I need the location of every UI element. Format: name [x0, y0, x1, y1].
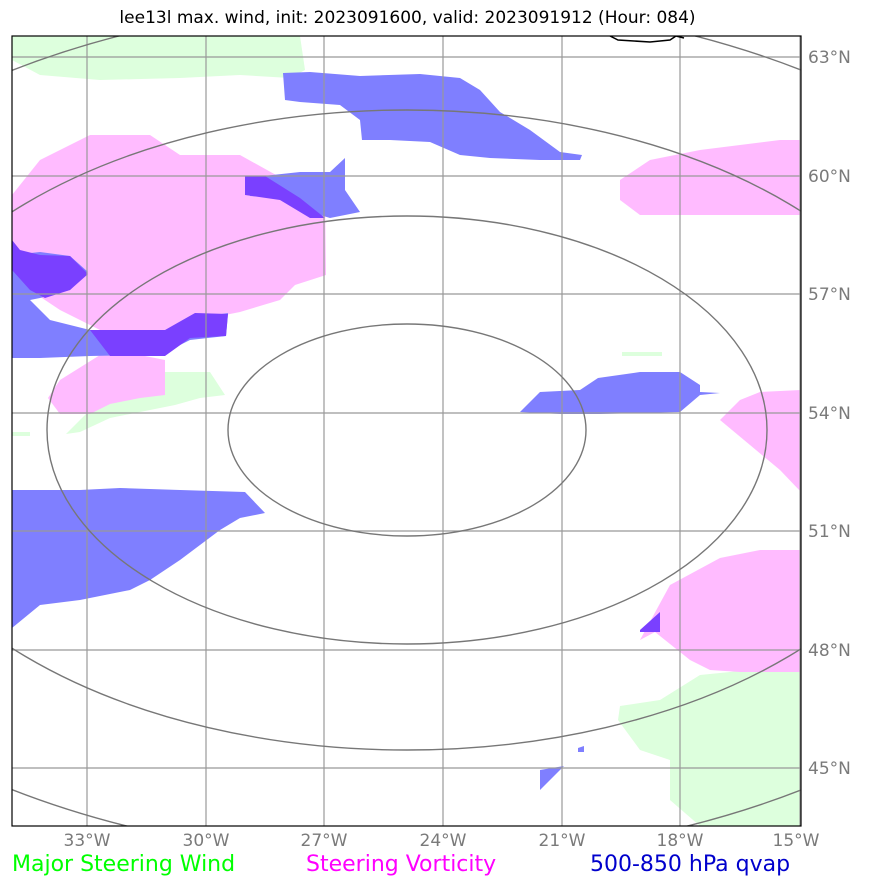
lon-label: 30°W: [183, 831, 230, 851]
vorticity-area-southeast: [640, 550, 801, 672]
lon-label: 15°W: [773, 831, 820, 851]
qvap-area-south-dot: [540, 766, 564, 790]
wind-area-east-sliver: [622, 352, 662, 356]
lat-label: 54°N: [808, 404, 851, 424]
lat-label: 60°N: [808, 167, 851, 187]
overlap-areas: [12, 176, 660, 632]
lat-label: 63°N: [808, 48, 851, 68]
range-rings: [12, 36, 801, 826]
latitude-labels: 63°N 60°N 57°N 54°N 51°N 48°N 45°N: [808, 48, 851, 779]
wind-area-southeast: [618, 670, 801, 826]
gridlines: [12, 36, 801, 826]
qvap-area-northwest: [245, 158, 360, 218]
lat-label: 57°N: [808, 285, 851, 305]
lon-label: 21°W: [539, 831, 586, 851]
wind-area-north: [12, 36, 305, 80]
lon-label: 27°W: [301, 831, 348, 851]
overlap-area-west-lower: [90, 313, 228, 356]
lon-label: 18°W: [657, 831, 704, 851]
chart-title: lee13l max. wind, init: 2023091600, vali…: [119, 8, 696, 28]
coastline: [609, 36, 685, 43]
legend-qvap: 500-850 hPa qvap: [590, 852, 791, 877]
wind-area-mid-small: [12, 432, 30, 436]
vorticity-area-east: [720, 390, 801, 492]
range-ring-middle: [46, 215, 768, 645]
qvap-area-south-speck: [578, 746, 584, 752]
legend-steering-wind: Major Steering Wind: [12, 852, 236, 877]
lat-label: 48°N: [808, 641, 851, 661]
qvap-area-east: [520, 372, 720, 414]
range-ring-outer: [12, 109, 801, 751]
lat-label: 45°N: [808, 759, 851, 779]
qvap-area-north: [283, 72, 582, 160]
legend-steering-vorticity: Steering Vorticity: [306, 852, 497, 877]
wind-area-mid: [66, 372, 225, 434]
lon-label: 24°W: [420, 831, 467, 851]
map-frame: [11, 35, 802, 827]
vorticity-area-west-lower: [48, 355, 165, 414]
overlap-area-northwest: [245, 176, 325, 218]
overlap-area-southeast: [640, 612, 660, 632]
qvap-area-southwest: [12, 488, 265, 628]
lon-label: 33°W: [64, 831, 111, 851]
range-ring-inner: [227, 323, 587, 537]
overlap-area-west: [12, 240, 88, 298]
map-layers: [12, 36, 801, 826]
vorticity-area-northeast: [620, 140, 801, 215]
vorticity-area-west: [12, 135, 326, 330]
longitude-labels: 33°W 30°W 27°W 24°W 21°W 18°W 15°W: [64, 831, 820, 851]
steering-wind-areas: [12, 36, 801, 826]
lat-label: 51°N: [808, 522, 851, 542]
